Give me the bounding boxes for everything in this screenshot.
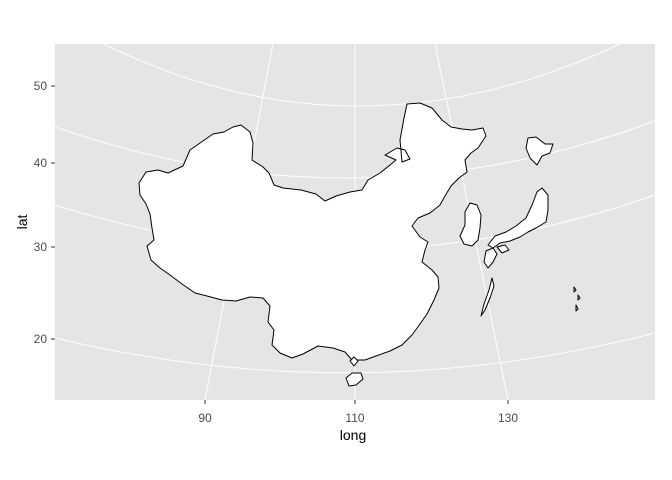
- hainan-island: [349, 356, 359, 367]
- y-axis-title: lat: [14, 215, 30, 230]
- y-tick-label: 20: [34, 332, 48, 346]
- lat-line-50: [103, 44, 621, 107]
- land: [138, 102, 581, 387]
- japan-honshu: [487, 187, 549, 249]
- x-tick-label: 130: [498, 411, 518, 425]
- x-tick-label: 90: [198, 411, 212, 425]
- japan-hokkaido: [525, 136, 554, 166]
- japan-shikoku: [496, 244, 510, 254]
- korea-peninsula: [459, 202, 482, 247]
- y-tick-label: 50: [34, 79, 48, 93]
- japan-kyushu: [483, 247, 498, 269]
- china-landmass: [138, 102, 487, 361]
- ryukyu-islands: [480, 277, 495, 317]
- y-tick-label: 40: [34, 156, 48, 170]
- x-tick-label: 110: [345, 411, 364, 425]
- x-axis: 90 110 130 long: [198, 400, 518, 443]
- x-axis-title: long: [340, 427, 366, 443]
- taiwan-island: [345, 372, 364, 387]
- y-axis: 20 30 40 50 lat: [14, 79, 55, 346]
- kuril-dots: [573, 286, 581, 312]
- y-tick-label: 30: [34, 240, 48, 254]
